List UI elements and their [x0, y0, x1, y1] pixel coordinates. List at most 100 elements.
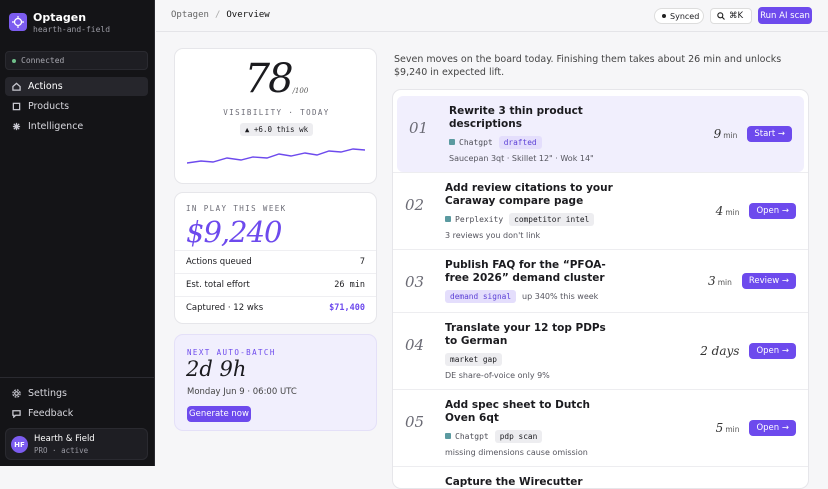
- search[interactable]: ⌘K: [710, 8, 752, 24]
- effort: 3 min: [708, 274, 732, 288]
- action-item: 03 Publish FAQ for the “PFOA-free 2026” d…: [393, 249, 808, 312]
- action-button[interactable]: Review →: [741, 273, 796, 289]
- effort-unit: min: [723, 131, 738, 140]
- effort-amount: 4: [715, 204, 724, 218]
- action-button[interactable]: Start →: [747, 126, 792, 142]
- action-right: 2 days Open →: [700, 313, 796, 389]
- breadcrumb: Optagen / Overview: [171, 10, 270, 20]
- stat-value: $71,400: [329, 303, 365, 313]
- stat-label: Est. total effort: [186, 280, 250, 290]
- action-right: 3 min Review →: [708, 250, 796, 312]
- effort-amount: 2 days: [700, 344, 740, 358]
- nav-item[interactable]: Products: [5, 97, 148, 116]
- effort-amount: 9: [713, 127, 722, 141]
- in-play-rows: Actions queued 7 Est. total effort 26 min Ca…: [175, 250, 376, 319]
- schedule: Monday Jun 9 · 06:00 UTC: [187, 387, 297, 397]
- shortcut: ⌘K: [729, 11, 744, 21]
- action-right: 4 min Open →: [716, 173, 796, 249]
- effort-unit: min: [717, 278, 732, 287]
- source-dot: [445, 433, 451, 439]
- nav-item[interactable]: Actions: [5, 77, 148, 96]
- action-tags: Chatgpt drafted: [449, 135, 794, 149]
- score: 78: [244, 56, 294, 102]
- divider: [156, 31, 828, 32]
- user-card[interactable]: HF Hearth & Field PRO · active: [5, 428, 148, 460]
- action-body: Translate your 12 top PDPs to German mark…: [445, 322, 798, 380]
- countdown: 2d 9h: [186, 357, 247, 381]
- brand: Optagen: [33, 11, 87, 24]
- effort: 5 min: [716, 421, 740, 435]
- nav-label: Settings: [28, 388, 67, 399]
- source-dot: [449, 139, 455, 145]
- status: Connected: [21, 56, 65, 65]
- action-number: 05: [405, 413, 425, 431]
- source-name: Perplexity: [455, 214, 504, 224]
- generate-button[interactable]: Generate now: [187, 406, 251, 422]
- sync-dot: [662, 14, 666, 18]
- action-title: Add spec sheet to Dutch Oven 6qt: [445, 399, 591, 424]
- action-button[interactable]: Open →: [749, 203, 796, 219]
- visibility-card: 78 /100 VISIBILITY · TODAY ▲ +6.0 this w…: [174, 48, 377, 184]
- action-title: Publish FAQ for the “PFOA-free 2026” dem…: [445, 259, 606, 284]
- action-number: 04: [405, 336, 425, 354]
- action-item: 04 Translate your 12 top PDPs to German ma…: [393, 312, 808, 389]
- auto-batch-card: NEXT AUTO-BATCH 2d 9h Monday Jun 9 · 06:…: [174, 334, 377, 431]
- action-body: Publish FAQ for the “PFOA-free 2026” dem…: [445, 259, 798, 303]
- action-button[interactable]: Open →: [749, 343, 796, 359]
- crumb[interactable]: Optagen: [171, 10, 209, 20]
- stat-row: Est. total effort 26 min: [175, 273, 376, 296]
- effort-amount: 5: [715, 421, 724, 435]
- tag-note: up 340% this week: [522, 291, 599, 301]
- action-note: Saucepan 3qt · Skillet 12" · Wok 14": [449, 154, 594, 163]
- action-title: Capture the Wirecutter roundup: [445, 476, 583, 488]
- action-right: 9 min Start →: [714, 96, 792, 172]
- effort-unit: min: [725, 208, 740, 217]
- action-item: Capture the Wirecutter roundup: [393, 466, 808, 488]
- source: Perplexity: [445, 215, 503, 224]
- tag: competitor intel: [509, 212, 595, 226]
- scan-button[interactable]: Run AI scan: [758, 7, 812, 24]
- stat-label: Actions queued: [186, 257, 252, 267]
- action-tags: Perplexity competitor intel: [445, 212, 798, 226]
- action-tags: Chatgpt pdp scan: [445, 429, 798, 443]
- action-note: missing dimensions cause omission: [445, 448, 588, 457]
- nav-label: Products: [28, 101, 70, 112]
- nav-item[interactable]: Settings: [5, 384, 148, 403]
- effort-amount: 3: [708, 274, 716, 288]
- crumb: Overview: [226, 10, 270, 20]
- sync: Synced: [670, 11, 700, 21]
- stat-row: Actions queued 7: [175, 250, 376, 273]
- nav-item[interactable]: Intelligence: [5, 117, 148, 136]
- source-name: Chatgpt: [455, 431, 489, 441]
- action-item: 05 Add spec sheet to Dutch Oven 6qt Chatgp…: [393, 389, 808, 466]
- sidebar: Optagen hearth-and-field Connected Actio…: [0, 0, 155, 466]
- status-pill: Connected: [5, 51, 148, 70]
- avatar: HF: [11, 436, 28, 453]
- tag: drafted: [498, 135, 542, 149]
- effort: 9 min: [714, 127, 738, 141]
- user-plan: PRO · active: [34, 446, 89, 455]
- action-note: 3 reviews you don't link: [445, 231, 541, 240]
- action-note: DE share-of-voice only 9%: [445, 371, 550, 380]
- action-button[interactable]: Open →: [749, 420, 796, 436]
- action-number: 03: [405, 273, 425, 291]
- action-tags: market gap: [445, 352, 798, 366]
- tag: demand signal: [445, 289, 517, 303]
- workspace: hearth-and-field: [33, 25, 111, 34]
- stat-row: Captured · 12 wks $71,400: [175, 296, 376, 319]
- stat-label: Captured · 12 wks: [186, 303, 264, 313]
- effort: 4 min: [716, 204, 740, 218]
- stat-value: 26 min: [334, 280, 365, 290]
- crumb-separator: /: [214, 10, 221, 20]
- source-name: Chatgpt: [459, 137, 493, 147]
- divider: [0, 377, 155, 378]
- summary: Seven moves on the board today. Finishin…: [394, 54, 782, 78]
- score-max: /100: [292, 87, 309, 95]
- nav-item[interactable]: Feedback: [5, 404, 148, 423]
- action-title: Add review citations to your Caraway com…: [445, 182, 613, 207]
- in-play-card: IN PLAY THIS WEEK $9,240 Actions queued 7…: [174, 192, 377, 324]
- tag: market gap: [445, 352, 502, 366]
- source: Chatgpt: [449, 138, 493, 147]
- action-tags: demand signal up 340% this week: [445, 289, 798, 303]
- source-dot: [445, 216, 451, 222]
